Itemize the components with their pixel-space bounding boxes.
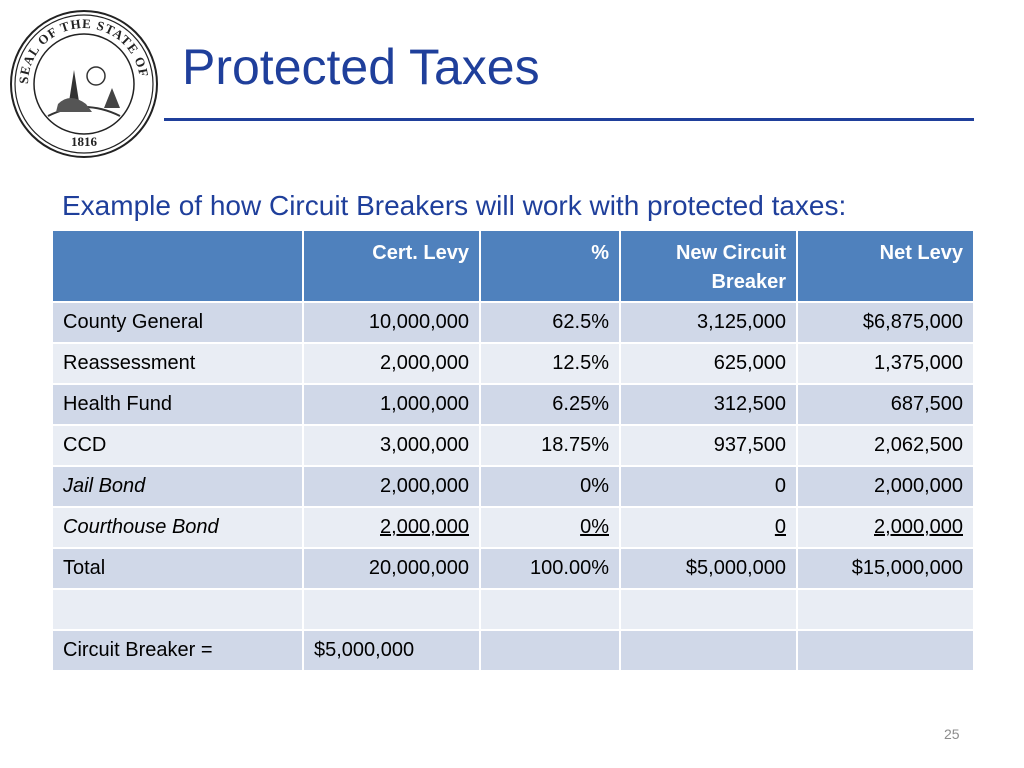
circuit-breaker-cell: $5,000,000: [619, 547, 798, 590]
circuit-breaker-cell: 625,000: [619, 342, 798, 385]
empty-cell: [619, 629, 798, 672]
empty-cell: [479, 629, 621, 672]
header-new-circuit-breaker: New Circuit Breaker: [619, 229, 798, 303]
net-levy-value: 2,000,000: [874, 516, 963, 538]
protected-taxes-table: Cert. Levy % New Circuit Breaker Net Lev…: [51, 229, 975, 672]
circuit-breaker-cell: 3,125,000: [619, 301, 798, 344]
seal-year: 1816: [71, 134, 98, 149]
table-row-circuit-breaker: Circuit Breaker = $5,000,000: [51, 629, 975, 672]
circuit-breaker-cell: 937,500: [619, 424, 798, 467]
table-row: Jail Bond 2,000,000 0% 0 2,000,000: [51, 465, 975, 508]
percent-cell: 6.25%: [479, 383, 621, 426]
cert-levy-cell: 2,000,000: [302, 465, 481, 508]
percent-cell: 62.5%: [479, 301, 621, 344]
cert-levy-cell: 10,000,000: [302, 301, 481, 344]
row-label: CCD: [51, 424, 304, 467]
page-number: 25: [944, 726, 960, 742]
table-row: CCD 3,000,000 18.75% 937,500 2,062,500: [51, 424, 975, 467]
percent-cell: 0%: [479, 465, 621, 508]
cert-levy-cell: 2,000,000: [302, 342, 481, 385]
net-levy-cell: 1,375,000: [796, 342, 975, 385]
row-label: Circuit Breaker =: [51, 629, 304, 672]
page-title: Protected Taxes: [182, 39, 540, 95]
header-percent: %: [479, 229, 621, 303]
table-header-row: Cert. Levy % New Circuit Breaker Net Lev…: [51, 229, 975, 303]
title-divider: [164, 118, 974, 121]
row-label: Health Fund: [51, 383, 304, 426]
percent-cell: 18.75%: [479, 424, 621, 467]
cert-levy-cell: 3,000,000: [302, 424, 481, 467]
empty-cell: [51, 588, 304, 631]
percent-value: 0%: [580, 516, 609, 538]
cert-levy-value: 2,000,000: [380, 516, 469, 538]
circuit-breaker-cell: 0: [619, 506, 798, 549]
table-row: Courthouse Bond 2,000,000 0% 0 2,000,000: [51, 506, 975, 549]
row-label: County General: [51, 301, 304, 344]
table-row: Reassessment 2,000,000 12.5% 625,000 1,3…: [51, 342, 975, 385]
row-label: Reassessment: [51, 342, 304, 385]
percent-cell: 100.00%: [479, 547, 621, 590]
row-label: Total: [51, 547, 304, 590]
empty-cell: [302, 588, 481, 631]
circuit-breaker-value: 0: [774, 516, 786, 538]
net-levy-cell: 687,500: [796, 383, 975, 426]
net-levy-cell: 2,062,500: [796, 424, 975, 467]
empty-cell: [619, 588, 798, 631]
net-levy-cell: $15,000,000: [796, 547, 975, 590]
cert-levy-cell: 20,000,000: [302, 547, 481, 590]
state-seal-logo: SEAL OF THE STATE OF INDIANA 1816: [8, 8, 158, 158]
header-blank: [51, 229, 304, 303]
circuit-breaker-total: $5,000,000: [302, 629, 481, 672]
header-cert-levy: Cert. Levy: [302, 229, 481, 303]
empty-cell: [796, 588, 975, 631]
header-net-levy: Net Levy: [796, 229, 975, 303]
table-row: County General 10,000,000 62.5% 3,125,00…: [51, 301, 975, 344]
percent-cell: 12.5%: [479, 342, 621, 385]
cert-levy-cell: 1,000,000: [302, 383, 481, 426]
net-levy-cell: 2,000,000: [796, 465, 975, 508]
percent-cell: 0%: [479, 506, 621, 549]
table-row-total: Total 20,000,000 100.00% $5,000,000 $15,…: [51, 547, 975, 590]
row-label: Jail Bond: [51, 465, 304, 508]
net-levy-cell: 2,000,000: [796, 506, 975, 549]
row-label: Courthouse Bond: [51, 506, 304, 549]
empty-cell: [479, 588, 621, 631]
circuit-breaker-cell: 312,500: [619, 383, 798, 426]
table-row-empty: [51, 588, 975, 631]
slide-subtitle: Example of how Circuit Breakers will wor…: [62, 190, 847, 221]
table-row: Health Fund 1,000,000 6.25% 312,500 687,…: [51, 383, 975, 426]
circuit-breaker-cell: 0: [619, 465, 798, 508]
cert-levy-cell: 2,000,000: [302, 506, 481, 549]
net-levy-cell: $6,875,000: [796, 301, 975, 344]
empty-cell: [796, 629, 975, 672]
